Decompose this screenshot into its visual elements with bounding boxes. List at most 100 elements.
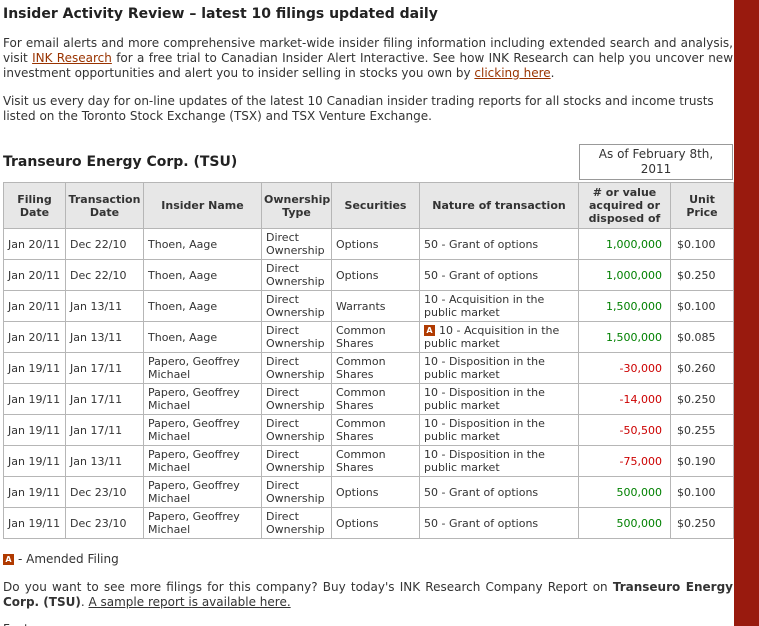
insider-name-cell: Papero, Geoffrey Michael: [143, 352, 262, 384]
securities-cell: Common Shares: [331, 383, 420, 415]
table-row: Jan 19/11 Jan 17/11 Papero, Geoffrey Micha…: [3, 414, 734, 446]
intro-text-1: For email alerts and more comprehensive …: [3, 36, 733, 65]
filings-table: Filing Date Transaction Date Insider Nam…: [3, 182, 734, 539]
filings-table-head: Filing Date Transaction Date Insider Nam…: [3, 182, 734, 229]
col-header-insider-name: Insider Name: [143, 182, 262, 229]
nature-cell: 10 - Acquisition in the public market: [419, 290, 579, 322]
nature-cell: 50 - Grant of options: [419, 259, 579, 291]
table-row: Jan 20/11 Jan 13/11 Thoen, Aage Direct Owne…: [3, 290, 734, 322]
filing-date-cell: Jan 19/11: [3, 383, 66, 415]
footer-period: .: [80, 595, 89, 609]
amount-cell: -75,000: [578, 445, 671, 477]
transaction-date-cell: Dec 23/10: [65, 507, 144, 539]
transaction-date-cell: Jan 13/11: [65, 290, 144, 322]
unit-price-cell: $0.100: [670, 228, 734, 260]
clicking-here-link[interactable]: clicking here: [474, 66, 551, 80]
transaction-date-cell: Jan 17/11: [65, 352, 144, 384]
company-header-row: Transeuro Energy Corp. (TSU) As of Febru…: [3, 144, 733, 180]
company-title: Transeuro Energy Corp. (TSU): [3, 154, 238, 170]
filing-date-cell: Jan 20/11: [3, 290, 66, 322]
unit-price-cell: $0.100: [670, 476, 734, 508]
table-row: Jan 19/11 Jan 17/11 Papero, Geoffrey Micha…: [3, 383, 734, 415]
amount-cell: 1,500,000: [578, 321, 671, 353]
table-row: Jan 20/11 Dec 22/10 Thoen, Aage Direct Owne…: [3, 228, 734, 260]
header-row: Filing Date Transaction Date Insider Nam…: [3, 182, 734, 229]
right-sidebar-edge: [734, 0, 759, 626]
amount-cell: -50,500: [578, 414, 671, 446]
insider-name-cell: Papero, Geoffrey Michael: [143, 383, 262, 415]
visit-paragraph: Visit us every day for on-line updates o…: [3, 94, 714, 123]
filing-date-cell: Jan 19/11: [3, 476, 66, 508]
intro-paragraph: For email alerts and more comprehensive …: [3, 36, 733, 81]
unit-price-cell: $0.190: [670, 445, 734, 477]
filing-date-cell: Jan 19/11: [3, 445, 66, 477]
nature-cell: 10 - Disposition in the public market: [419, 352, 579, 384]
insider-name-cell: Papero, Geoffrey Michael: [143, 507, 262, 539]
table-row: Jan 19/11 Dec 23/10 Papero, Geoffrey Micha…: [3, 507, 734, 539]
transaction-date-cell: Dec 22/10: [65, 228, 144, 260]
insider-name-cell: Thoen, Aage: [143, 290, 262, 322]
unit-price-cell: $0.085: [670, 321, 734, 353]
ownership-type-cell: Direct Ownership: [261, 228, 332, 260]
unit-price-cell: $0.255: [670, 414, 734, 446]
unit-price-cell: $0.100: [670, 290, 734, 322]
ownership-type-cell: Direct Ownership: [261, 445, 332, 477]
ownership-type-cell: Direct Ownership: [261, 290, 332, 322]
amount-cell: 1,000,000: [578, 228, 671, 260]
unit-price-cell: $0.250: [670, 259, 734, 291]
ownership-type-cell: Direct Ownership: [261, 476, 332, 508]
col-header-filing-date: Filing Date: [3, 182, 66, 229]
ownership-type-cell: Direct Ownership: [261, 414, 332, 446]
unit-price-cell: $0.250: [670, 507, 734, 539]
amended-legend: A - Amended Filing: [3, 552, 733, 567]
intro-text-3: .: [550, 66, 555, 80]
filing-date-cell: Jan 20/11: [3, 321, 66, 353]
features-label: Features:: [3, 622, 733, 626]
securities-cell: Common Shares: [331, 321, 420, 353]
nature-cell: A 10 - Acquisition in the public market: [419, 321, 579, 353]
ink-research-link[interactable]: INK Research: [32, 51, 112, 65]
nature-cell: 50 - Grant of options: [419, 476, 579, 508]
col-header-ownership-type: Ownership Type: [261, 182, 332, 229]
table-row: Jan 19/11 Jan 13/11 Papero, Geoffrey Micha…: [3, 445, 734, 477]
as-of-date-box: As of February 8th, 2011: [579, 144, 733, 180]
nature-cell: 50 - Grant of options: [419, 228, 579, 260]
nature-cell: 10 - Disposition in the public market: [419, 414, 579, 446]
table-row: Jan 19/11 Jan 17/11 Papero, Geoffrey Micha…: [3, 352, 734, 384]
intro-text-2: for a free trial to Canadian Insider Ale…: [3, 51, 734, 80]
amount-cell: 500,000: [578, 476, 671, 508]
securities-cell: Options: [331, 476, 420, 508]
securities-cell: Common Shares: [331, 352, 420, 384]
col-header-amount: # or value acquired or disposed of: [578, 182, 671, 229]
securities-cell: Options: [331, 228, 420, 260]
amended-icon: A: [424, 325, 435, 336]
ownership-type-cell: Direct Ownership: [261, 507, 332, 539]
table-row: Jan 20/11 Dec 22/10 Thoen, Aage Direct Owne…: [3, 259, 734, 291]
amount-cell: 500,000: [578, 507, 671, 539]
filing-date-cell: Jan 19/11: [3, 507, 66, 539]
col-header-transaction-date: Transaction Date: [65, 182, 144, 229]
col-header-securities: Securities: [331, 182, 420, 229]
securities-cell: Warrants: [331, 290, 420, 322]
transaction-date-cell: Jan 13/11: [65, 445, 144, 477]
nature-cell: 10 - Disposition in the public market: [419, 383, 579, 415]
insider-name-cell: Thoen, Aage: [143, 259, 262, 291]
table-row: Jan 19/11 Dec 23/10 Papero, Geoffrey Micha…: [3, 476, 734, 508]
insider-name-cell: Papero, Geoffrey Michael: [143, 476, 262, 508]
filings-tbody: Jan 20/11 Dec 22/10 Thoen, Aage Direct Owne…: [3, 228, 734, 539]
main-content: Insider Activity Review – latest 10 fili…: [3, 6, 734, 626]
filing-date-cell: Jan 19/11: [3, 414, 66, 446]
unit-price-cell: $0.250: [670, 383, 734, 415]
amount-cell: 1,000,000: [578, 259, 671, 291]
amount-cell: 1,500,000: [578, 290, 671, 322]
sample-report-link[interactable]: A sample report is available here.: [88, 595, 291, 609]
ownership-type-cell: Direct Ownership: [261, 321, 332, 353]
ownership-type-cell: Direct Ownership: [261, 383, 332, 415]
nature-cell: 10 - Disposition in the public market: [419, 445, 579, 477]
footer-text: Do you want to see more filings for this…: [3, 580, 613, 594]
transaction-date-cell: Jan 17/11: [65, 414, 144, 446]
transaction-date-cell: Dec 23/10: [65, 476, 144, 508]
nature-cell: 50 - Grant of options: [419, 507, 579, 539]
transaction-date-cell: Jan 13/11: [65, 321, 144, 353]
